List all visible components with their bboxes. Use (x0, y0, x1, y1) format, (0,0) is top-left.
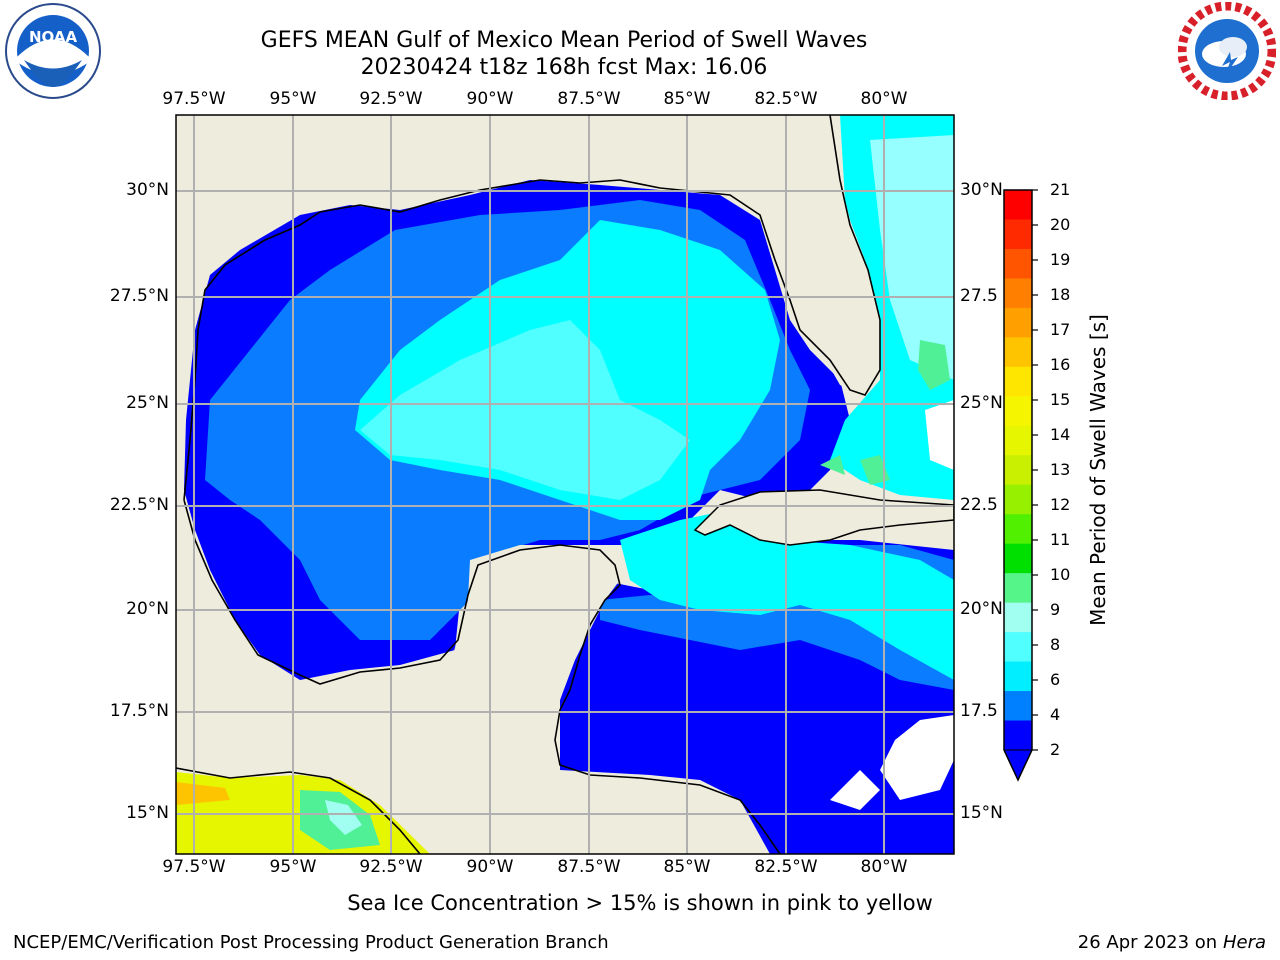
svg-text:NOAA: NOAA (29, 28, 78, 46)
lat-tick-right: 30°N (960, 180, 1003, 200)
colorbar-segment (1004, 543, 1032, 574)
colorbar-segment (1004, 455, 1032, 486)
colorbar-segment (1004, 720, 1032, 751)
lat-tick-right: 15°N (960, 803, 1003, 823)
colorbar-extend-arrow (1003, 749, 1033, 782)
lat-tick-right: 20°N (960, 599, 1003, 619)
colorbar-tick-label: 13 (1050, 460, 1071, 479)
colorbar-segment (1004, 573, 1032, 604)
noaa-logo-icon: NOAA (5, 3, 101, 99)
lat-tick-left: 22.5°N (109, 495, 169, 515)
lat-tick-left: 17.5°N (109, 701, 169, 721)
footer-organization: NCEP/EMC/Verification Post Processing Pr… (13, 932, 609, 953)
colorbar-tick-label: 9 (1050, 600, 1061, 619)
colorbar-segment (1004, 248, 1032, 279)
lat-tick-right: 27.5 (960, 286, 998, 306)
chart-title: GEFS MEAN Gulf of Mexico Mean Period of … (260, 28, 868, 53)
colorbar-tick-label: 20 (1050, 215, 1071, 234)
yucatan-land (450, 545, 620, 770)
colorbar-segment (1004, 307, 1032, 338)
colorbar-segment (1004, 661, 1032, 692)
colorbar-tick-label: 18 (1050, 285, 1071, 304)
lon-tick-top: 87.5°W (557, 89, 621, 109)
lon-tick-bottom: 85°W (663, 857, 711, 877)
colorbar-segment (1004, 632, 1032, 663)
lat-tick-left: 30°N (126, 180, 169, 200)
colorbar-tick-label: 2 (1050, 740, 1061, 759)
lon-tick-top: 80°W (860, 89, 908, 109)
footer-date: 26 Apr 2023 on Hera (1077, 932, 1266, 953)
lat-tick-right: 22.5 (960, 495, 998, 515)
lon-tick-bottom: 95°W (269, 857, 317, 877)
lon-tick-top: 90°W (466, 89, 514, 109)
lon-tick-top: 82.5°W (754, 89, 818, 109)
central-america-coast (176, 767, 421, 854)
lat-tick-left: 20°N (126, 599, 169, 619)
lon-tick-top: 95°W (269, 89, 317, 109)
colorbar-segment (1004, 396, 1032, 427)
pacific-orange-patch (176, 782, 230, 805)
colorbar-frame (1003, 189, 1033, 782)
colorbar-segment (1004, 514, 1032, 545)
lon-tick-top: 97.5°W (162, 89, 226, 109)
colorbar-segment (1004, 366, 1032, 397)
colorbar-tick-label: 15 (1050, 390, 1071, 409)
colorbar (1003, 189, 1038, 782)
atlantic-green-patch (820, 340, 950, 485)
lat-tick-left: 27.5°N (109, 286, 169, 306)
lon-tick-top: 85°W (663, 89, 711, 109)
colorbar-segment (1004, 425, 1032, 456)
colorbar-label: Mean Period of Swell Waves [s] (1086, 314, 1110, 626)
lon-tick-bottom: 82.5°W (754, 857, 818, 877)
lon-tick-top: 92.5°W (359, 89, 423, 109)
nws-logo-icon (1178, 2, 1276, 100)
colorbar-tick-label: 16 (1050, 355, 1071, 374)
pacific-pale-patch (325, 800, 362, 835)
lat-tick-right: 25°N (960, 393, 1003, 413)
colorbar-segment (1004, 484, 1032, 515)
caribbean-white-patches (830, 715, 954, 810)
colorbar-segment (1004, 278, 1032, 309)
sea-ice-note: Sea Ice Concentration > 15% is shown in … (347, 891, 933, 915)
colorbar-tick-label: 4 (1050, 705, 1061, 724)
lon-tick-bottom: 92.5°W (359, 857, 423, 877)
colorbar-segment (1004, 337, 1032, 368)
chart-subtitle: 20230424 t18z 168h fcst Max: 16.06 (360, 55, 768, 80)
colorbar-segment (1004, 691, 1032, 722)
lat-tick-left: 15°N (126, 803, 169, 823)
colorbar-tick-label: 6 (1050, 670, 1061, 689)
colorbar-tick-label: 21 (1050, 180, 1071, 199)
map-gridlines (176, 115, 954, 854)
colorbar-tick-label: 12 (1050, 495, 1071, 514)
lon-tick-bottom: 90°W (466, 857, 514, 877)
colorbar-tick-label: 17 (1050, 320, 1071, 339)
colorbar-segment (1004, 190, 1032, 220)
atlantic-white-patch (925, 400, 954, 470)
lat-tick-left: 25°N (126, 393, 169, 413)
lat-tick-right: 17.5 (960, 701, 998, 721)
colorbar-tick-label: 19 (1050, 250, 1071, 269)
lon-tick-bottom: 97.5°W (162, 857, 226, 877)
lon-tick-bottom: 87.5°W (557, 857, 621, 877)
lon-tick-bottom: 80°W (860, 857, 908, 877)
atlantic-pale-region (870, 135, 954, 380)
colorbar-tick-label: 14 (1050, 425, 1071, 444)
colorbar-tick-label: 8 (1050, 635, 1061, 654)
colorbar-segment (1004, 219, 1032, 250)
colorbar-tick-label: 10 (1050, 565, 1071, 584)
colorbar-tick-label: 11 (1050, 530, 1071, 549)
colorbar-segment (1004, 602, 1032, 633)
gulf-pale-region (360, 320, 690, 500)
map-frame (175, 114, 955, 855)
florida-land (760, 180, 880, 395)
cuba-land (693, 489, 954, 546)
